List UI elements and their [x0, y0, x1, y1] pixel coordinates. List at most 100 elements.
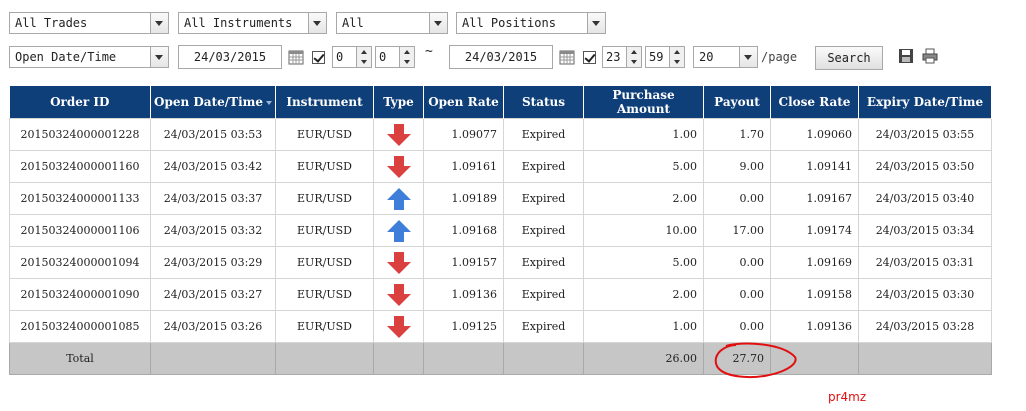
column-header-open-rate[interactable]: Open Rate	[423, 86, 504, 119]
to-time-checkbox[interactable]	[583, 51, 596, 64]
cell-amount: 2.00	[583, 182, 704, 215]
cell-payout: 0.00	[703, 278, 771, 311]
column-header-status[interactable]: Status	[503, 86, 584, 119]
calendar-icon[interactable]	[288, 49, 304, 65]
cell-close-rate: 1.09060	[770, 118, 859, 151]
column-header-expiry[interactable]: Expiry Date/Time	[858, 86, 992, 119]
trades-select[interactable]: All Trades	[9, 12, 169, 34]
cell-open-rate: 1.09136	[423, 278, 504, 311]
table-row[interactable]: 20150324000001085 24/03/2015 03:26 EUR/USD…	[9, 310, 992, 343]
cell-close-rate: 1.09169	[770, 246, 859, 279]
total-empty-cell	[503, 342, 584, 375]
decrement-icon[interactable]	[357, 57, 371, 67]
column-header-payout[interactable]: Payout	[703, 86, 771, 119]
chevron-down-icon[interactable]	[587, 13, 605, 33]
search-button[interactable]: Search	[815, 46, 883, 70]
from-date-input[interactable]: 24/03/2015	[178, 45, 282, 69]
date-range-separator: ~	[425, 44, 433, 59]
cell-status: Expired	[503, 150, 584, 183]
arrow-down-icon	[386, 123, 411, 146]
cell-payout: 0.00	[703, 310, 771, 343]
table-row[interactable]: 20150324000001133 24/03/2015 03:37 EUR/USD…	[9, 182, 992, 215]
date-field-select[interactable]: Open Date/Time	[9, 46, 169, 68]
cell-order-id: 20150324000001106	[9, 214, 151, 247]
total-empty-cell	[770, 342, 859, 375]
cell-order-id: 20150324000001160	[9, 150, 151, 183]
arrow-down-icon	[386, 251, 411, 274]
positions-select[interactable]: All Positions	[456, 12, 606, 34]
from-minute-stepper[interactable]: 0	[375, 46, 415, 68]
cell-amount: 10.00	[583, 214, 704, 247]
save-icon[interactable]	[898, 48, 914, 64]
cell-expiry: 24/03/2015 03:31	[858, 246, 992, 279]
chevron-down-icon[interactable]	[739, 47, 757, 67]
column-header-order-id[interactable]: Order ID	[9, 86, 151, 119]
all-select[interactable]: All	[336, 12, 448, 34]
from-hour-stepper[interactable]: 0	[332, 46, 372, 68]
cell-payout: 9.00	[703, 150, 771, 183]
date-field-select-value: Open Date/Time	[15, 50, 117, 64]
cell-open-time: 24/03/2015 03:32	[150, 214, 276, 247]
cell-status: Expired	[503, 278, 584, 311]
table-row[interactable]: 20150324000001228 24/03/2015 03:53 EUR/USD…	[9, 118, 992, 151]
print-icon[interactable]	[922, 48, 938, 64]
arrow-up-icon	[386, 187, 411, 210]
cell-open-time: 24/03/2015 03:42	[150, 150, 276, 183]
table-row[interactable]: 20150324000001090 24/03/2015 03:27 EUR/USD…	[9, 278, 992, 311]
cell-open-rate: 1.09157	[423, 246, 504, 279]
cell-type	[373, 214, 424, 247]
decrement-icon[interactable]	[627, 57, 641, 67]
cell-payout: 0.00	[703, 182, 771, 215]
from-time-checkbox[interactable]	[312, 51, 325, 64]
cell-amount: 5.00	[583, 150, 704, 183]
cell-instrument: EUR/USD	[275, 118, 374, 151]
to-hour-stepper[interactable]: 23	[602, 46, 642, 68]
cell-close-rate: 1.09167	[770, 182, 859, 215]
calendar-icon[interactable]	[559, 49, 575, 65]
column-header-close-rate[interactable]: Close Rate	[770, 86, 859, 119]
cell-expiry: 24/03/2015 03:40	[858, 182, 992, 215]
page-size-value: 20	[699, 50, 714, 64]
cell-open-time: 24/03/2015 03:53	[150, 118, 276, 151]
decrement-icon[interactable]	[670, 57, 684, 67]
cell-amount: 1.00	[583, 310, 704, 343]
cell-payout: 17.00	[703, 214, 771, 247]
column-header-amount[interactable]: Purchase Amount	[583, 86, 704, 119]
table-row[interactable]: 20150324000001094 24/03/2015 03:29 EUR/USD…	[9, 246, 992, 279]
total-amount: 26.00	[583, 342, 704, 375]
positions-select-value: All Positions	[462, 16, 556, 30]
instruments-select[interactable]: All Instruments	[178, 12, 327, 34]
column-header-instrument[interactable]: Instrument	[275, 86, 374, 119]
chevron-down-icon[interactable]	[150, 13, 168, 33]
table-row[interactable]: 20150324000001160 24/03/2015 03:42 EUR/USD…	[9, 150, 992, 183]
to-minute-stepper[interactable]: 59	[645, 46, 685, 68]
cell-type	[373, 150, 424, 183]
cell-amount: 1.00	[583, 118, 704, 151]
table-header-row: Order ID Open Date/Time Instrument Type …	[9, 86, 992, 119]
trades-select-value: All Trades	[15, 16, 88, 30]
cell-instrument: EUR/USD	[275, 310, 374, 343]
chevron-down-icon[interactable]	[308, 13, 326, 33]
from-hour-value: 0	[336, 50, 344, 64]
total-empty-cell	[423, 342, 504, 375]
chevron-down-icon[interactable]	[429, 13, 447, 33]
cell-open-rate: 1.09189	[423, 182, 504, 215]
cell-amount: 2.00	[583, 278, 704, 311]
watermark-text: pr4mz	[828, 390, 867, 404]
cell-order-id: 20150324000001094	[9, 246, 151, 279]
cell-type	[373, 310, 424, 343]
cell-open-time: 24/03/2015 03:26	[150, 310, 276, 343]
table-row[interactable]: 20150324000001106 24/03/2015 03:32 EUR/USD…	[9, 214, 992, 247]
from-minute-value: 0	[379, 50, 387, 64]
decrement-icon[interactable]	[400, 57, 414, 67]
to-date-input[interactable]: 24/03/2015	[449, 45, 553, 69]
column-header-open-time[interactable]: Open Date/Time	[150, 86, 276, 119]
cell-status: Expired	[503, 246, 584, 279]
cell-instrument: EUR/USD	[275, 246, 374, 279]
cell-open-rate: 1.09077	[423, 118, 504, 151]
cell-order-id: 20150324000001090	[9, 278, 151, 311]
page-size-select[interactable]: 20	[693, 46, 758, 68]
chevron-down-icon[interactable]	[150, 47, 168, 67]
column-header-type[interactable]: Type	[373, 86, 424, 119]
cell-close-rate: 1.09136	[770, 310, 859, 343]
